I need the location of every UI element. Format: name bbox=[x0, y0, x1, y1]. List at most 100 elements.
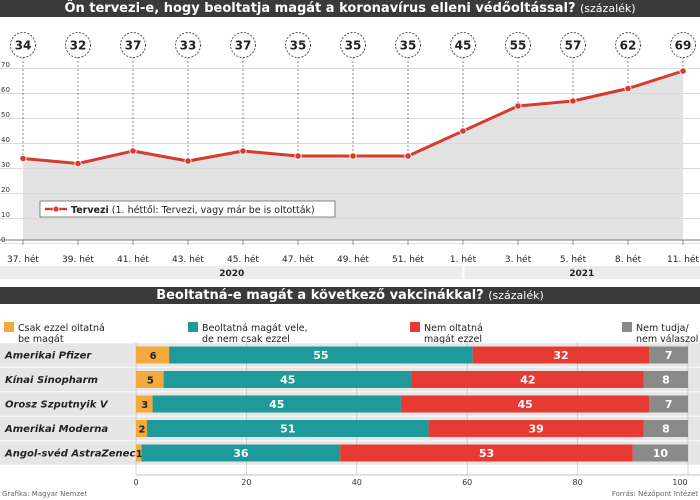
bottom-chart-unit: (százalék) bbox=[488, 289, 544, 302]
year-label-2020: 2020 bbox=[219, 269, 244, 279]
footer-source: Forrás: Nézőpont Intézet bbox=[611, 490, 698, 498]
data-point bbox=[349, 152, 357, 160]
x-tick-label: 45. hét bbox=[227, 254, 259, 265]
x-tick-label: 60 bbox=[462, 478, 472, 487]
y-tick-label: 20 bbox=[1, 186, 10, 194]
data-point bbox=[679, 67, 687, 75]
data-point bbox=[129, 147, 137, 155]
bar-data-label: 45 bbox=[518, 398, 533, 411]
x-tick-label: 80 bbox=[573, 478, 583, 487]
value-label: 69 bbox=[675, 39, 692, 53]
bar-category-label: Amerikai Moderna bbox=[4, 424, 108, 435]
bar-legend-swatch bbox=[622, 322, 632, 332]
bar-data-label: 39 bbox=[529, 423, 544, 436]
x-tick-label: 40 bbox=[352, 478, 362, 487]
value-bubble bbox=[395, 32, 421, 58]
bar-data-label: 1 bbox=[136, 449, 143, 460]
legend-swatch-point bbox=[52, 205, 60, 213]
data-point bbox=[74, 159, 82, 168]
bar-data-label: 10 bbox=[653, 447, 669, 460]
value-label: 33 bbox=[180, 39, 197, 53]
bar-data-label: 5 bbox=[147, 376, 154, 387]
year-label-2021: 2021 bbox=[569, 269, 594, 279]
bar-category-label: Kínai Sinopharm bbox=[5, 374, 98, 386]
data-point bbox=[404, 152, 412, 160]
bar-data-label: 45 bbox=[269, 398, 284, 411]
x-tick-label: 39. hét bbox=[62, 254, 94, 265]
bar-segment bbox=[649, 395, 688, 413]
bar-legend-swatch bbox=[4, 322, 14, 332]
bar-legend-label: nem válaszol bbox=[636, 334, 698, 345]
x-tick-label: 0 bbox=[133, 478, 138, 487]
bar-segment bbox=[136, 420, 148, 437]
bar-data-label: 6 bbox=[150, 351, 157, 362]
value-label: 35 bbox=[290, 39, 307, 53]
bar-data-label: 55 bbox=[313, 349, 328, 362]
x-tick-label: 51. hét bbox=[392, 254, 424, 265]
x-tick-label: 41. hét bbox=[117, 254, 149, 265]
bar-data-label: 45 bbox=[280, 374, 295, 387]
bar-segment bbox=[643, 371, 688, 388]
value-label: 34 bbox=[15, 39, 32, 53]
bar-category-label: Orosz Szputnyik V bbox=[5, 400, 109, 411]
value-label: 32 bbox=[70, 39, 87, 53]
bar-segment bbox=[147, 420, 429, 437]
value-bubble bbox=[120, 32, 146, 58]
value-bubble bbox=[560, 32, 586, 58]
value-label: 57 bbox=[565, 39, 582, 53]
x-tick-label: 1. hét bbox=[450, 254, 477, 265]
data-point bbox=[624, 84, 632, 93]
bar-data-label: 2 bbox=[139, 425, 146, 436]
bar-data-label: 42 bbox=[520, 374, 535, 387]
bar-data-label: 8 bbox=[662, 423, 670, 436]
data-point bbox=[184, 157, 192, 165]
data-point bbox=[459, 127, 467, 135]
x-tick-label: 49. hét bbox=[337, 254, 369, 265]
bar-segment bbox=[649, 346, 688, 364]
x-tick-label: 37. hét bbox=[7, 254, 39, 265]
y-tick-label: 70 bbox=[1, 61, 10, 69]
bar-legend-label: Beoltatná magát vele, bbox=[202, 323, 308, 334]
x-tick-label: 11. hét bbox=[667, 254, 699, 265]
bar-segment bbox=[152, 395, 401, 413]
bar-segment bbox=[136, 395, 153, 413]
y-tick-label: 40 bbox=[1, 136, 10, 144]
bar-category-label: Angol-svéd AstraZeneca bbox=[4, 448, 142, 460]
legend-box bbox=[39, 200, 336, 218]
value-bubble bbox=[65, 32, 91, 58]
bar-segment bbox=[163, 371, 412, 388]
data-point bbox=[294, 152, 302, 160]
bar-data-label: 36 bbox=[233, 447, 249, 460]
bar-segment bbox=[141, 444, 341, 462]
footer-credit: Grafika: Magyar Nemzet bbox=[2, 490, 88, 498]
x-tick-label: 43. hét bbox=[172, 254, 204, 265]
value-bubble bbox=[340, 32, 366, 58]
bar-legend-item: Nem tudja/nem válaszol bbox=[622, 322, 698, 345]
y-tick-label: 50 bbox=[1, 111, 10, 119]
value-label: 35 bbox=[400, 39, 417, 53]
bar-data-label: 3 bbox=[141, 400, 148, 411]
x-tick-label: 47. hét bbox=[282, 254, 314, 265]
bar-segment bbox=[472, 346, 650, 364]
top-chart-title: Ön tervezi-e, hogy beoltatja magát a kor… bbox=[0, 0, 700, 17]
bar-legend-label: Nem tudja/ bbox=[636, 323, 689, 334]
top-chart-title-text: Ön tervezi-e, hogy beoltatja magát a kor… bbox=[64, 1, 576, 16]
bar-segment bbox=[632, 444, 688, 462]
x-tick-label: 20 bbox=[241, 478, 251, 487]
bar-legend-label: magát ezzel bbox=[424, 334, 482, 345]
legend-series-note: (1. héttől: Tervezi, vagy már be is olto… bbox=[109, 205, 315, 216]
x-tick-label: 3. hét bbox=[505, 254, 532, 265]
bar-data-label: 8 bbox=[662, 374, 670, 387]
value-label: 55 bbox=[510, 39, 527, 53]
value-label: 37 bbox=[125, 39, 142, 53]
bar-data-label: 7 bbox=[665, 398, 673, 411]
bar-segment bbox=[136, 444, 142, 462]
value-bubble bbox=[505, 32, 531, 58]
data-point bbox=[239, 147, 247, 155]
bottom-chart-title: Beoltatná-e magát a következő vakcinákka… bbox=[0, 287, 700, 304]
bottom-chart-title-text: Beoltatná-e magát a következő vakcinákka… bbox=[156, 288, 484, 303]
top-chart-unit: (százalék) bbox=[580, 2, 636, 15]
bar-segment bbox=[412, 371, 644, 388]
